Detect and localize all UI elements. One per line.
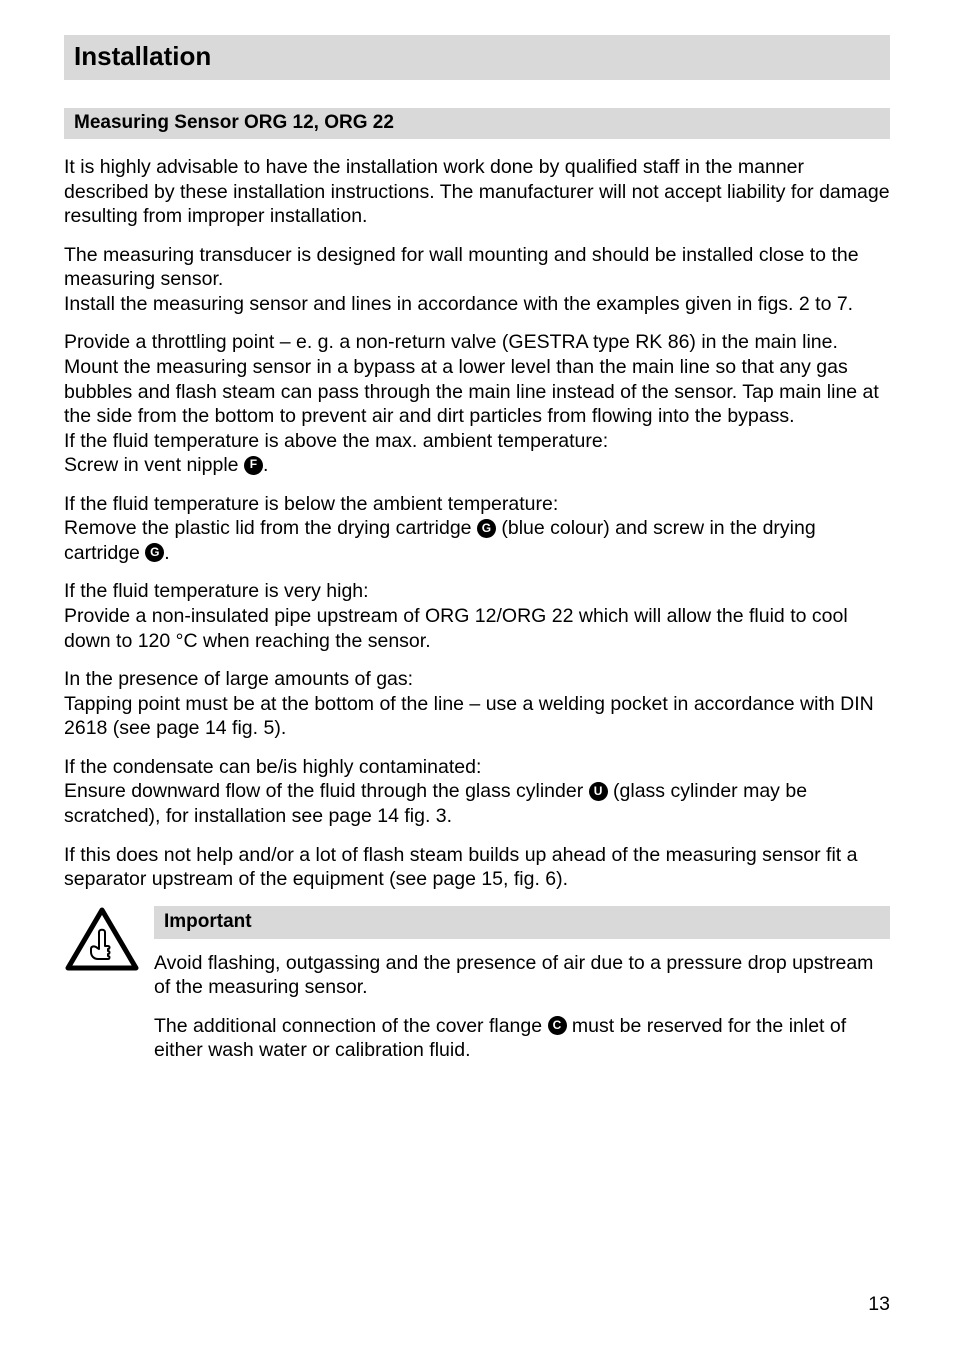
important-block: Important Avoid flashing, outgassing and… [64, 906, 890, 1077]
page: Installation Measuring Sensor ORG 12, OR… [0, 0, 954, 1352]
text: Install the measuring sensor and lines i… [64, 293, 853, 315]
paragraph: If this does not help and/or a lot of fl… [64, 843, 890, 892]
text: If the fluid temperature is above the ma… [64, 430, 608, 452]
paragraph: The additional connection of the cover f… [154, 1014, 890, 1063]
text: Tapping point must be at the bottom of t… [64, 693, 874, 740]
page-number: 13 [868, 1293, 890, 1316]
paragraph: Provide a throttling point – e. g. a non… [64, 330, 890, 477]
paragraph: It is highly advisable to have the insta… [64, 155, 890, 229]
important-heading: Important [154, 906, 890, 939]
text: If the condensate can be/is highly conta… [64, 756, 481, 778]
paragraph: In the presence of large amounts of gas:… [64, 667, 890, 741]
text: In the presence of large amounts of gas: [64, 668, 413, 690]
text: Provide a throttling point – e. g. a non… [64, 331, 879, 427]
body-content: It is highly advisable to have the insta… [64, 155, 890, 1077]
section-heading: Installation [64, 35, 890, 80]
important-content: Important Avoid flashing, outgassing and… [154, 906, 890, 1077]
text: Provide a non-insulated pipe upstream of… [64, 605, 848, 652]
callout-g-icon: G [477, 519, 496, 538]
paragraph: Avoid flashing, outgassing and the prese… [154, 951, 890, 1000]
text: Remove the plastic lid from the drying c… [64, 517, 477, 539]
text: Screw in vent nipple [64, 454, 244, 476]
callout-g-icon: G [145, 543, 164, 562]
callout-u-icon: U [589, 782, 608, 801]
paragraph: If the fluid temperature is below the am… [64, 492, 890, 566]
text: Ensure downward flow of the fluid throug… [64, 780, 589, 802]
text: If the fluid temperature is very high: [64, 580, 369, 602]
warning-icon [64, 906, 140, 981]
callout-f-icon: F [244, 456, 263, 475]
text: . [263, 454, 268, 476]
text: . [164, 542, 169, 564]
subsection-heading: Measuring Sensor ORG 12, ORG 22 [64, 108, 890, 139]
paragraph: If the fluid temperature is very high: P… [64, 579, 890, 653]
text: The measuring transducer is designed for… [64, 244, 859, 291]
paragraph: If the condensate can be/is highly conta… [64, 755, 890, 829]
paragraph: The measuring transducer is designed for… [64, 243, 890, 317]
text: The additional connection of the cover f… [154, 1015, 548, 1037]
text: If the fluid temperature is below the am… [64, 493, 558, 515]
callout-c-icon: C [548, 1016, 567, 1035]
